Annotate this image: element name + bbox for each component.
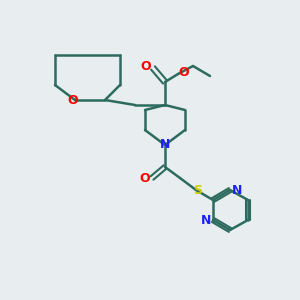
- Text: N: N: [201, 214, 211, 226]
- Text: O: O: [141, 59, 151, 73]
- Text: O: O: [179, 65, 189, 79]
- Text: N: N: [232, 184, 242, 196]
- Text: O: O: [68, 94, 78, 106]
- Text: N: N: [160, 139, 170, 152]
- Text: S: S: [194, 184, 202, 197]
- Text: O: O: [140, 172, 150, 184]
